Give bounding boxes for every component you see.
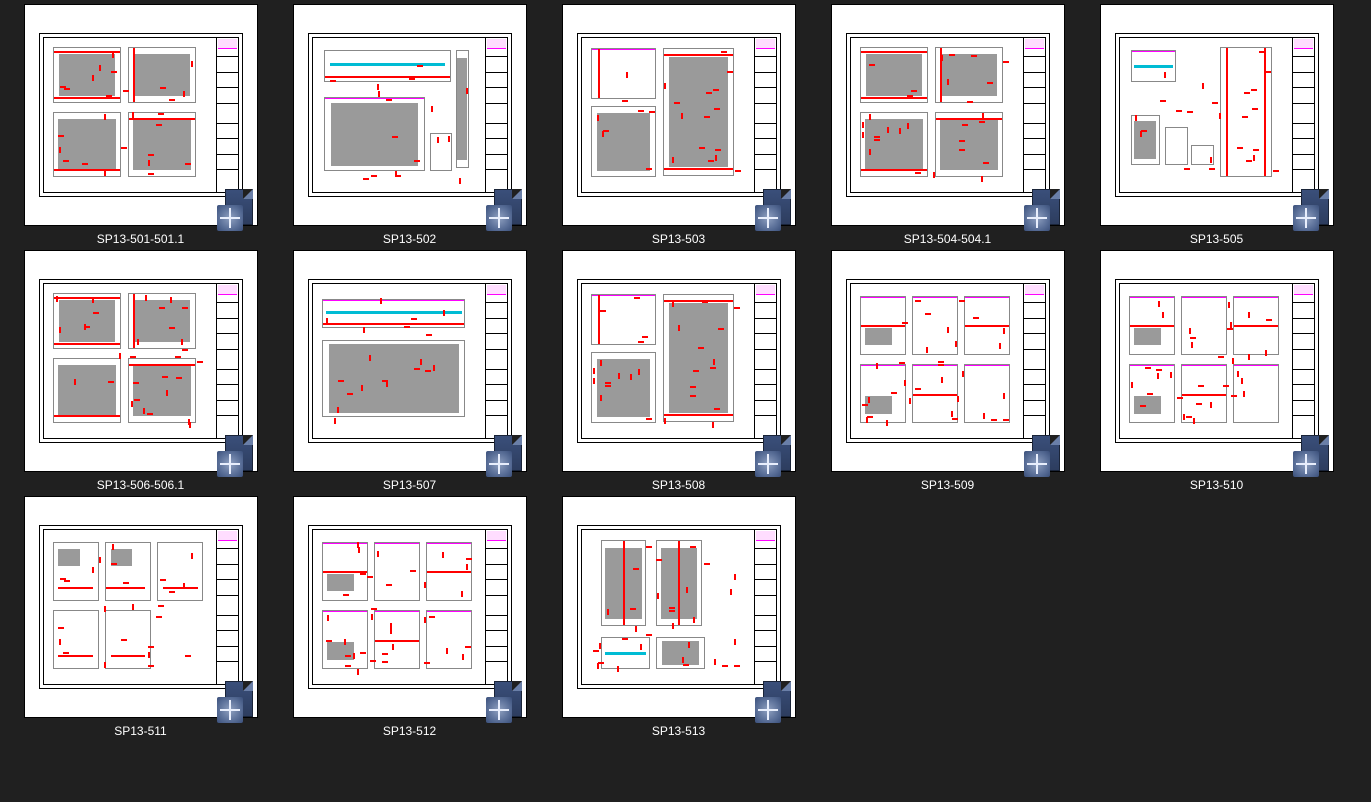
dwg-file-icon xyxy=(1026,433,1068,475)
dwg-file-icon xyxy=(1295,187,1337,229)
thumbnail-image[interactable] xyxy=(831,250,1065,472)
thumbnail-caption: SP13-501-501.1 xyxy=(8,232,273,246)
thumbnail-image[interactable] xyxy=(293,250,527,472)
thumbnail-caption: SP13-505 xyxy=(1084,232,1349,246)
thumbnail-item[interactable]: SP13-503 xyxy=(546,4,811,246)
thumbnail-item[interactable]: SP13-509 xyxy=(815,250,1080,492)
thumbnail-caption: SP13-511 xyxy=(8,724,273,738)
dwg-file-icon xyxy=(488,433,530,475)
thumbnail-caption: SP13-503 xyxy=(546,232,811,246)
thumbnail-caption: SP13-506-506.1 xyxy=(8,478,273,492)
dwg-file-icon xyxy=(1026,187,1068,229)
thumbnail-image[interactable] xyxy=(24,496,258,718)
thumbnail-caption: SP13-513 xyxy=(546,724,811,738)
dwg-file-icon xyxy=(488,679,530,721)
thumbnail-item[interactable]: SP13-502 xyxy=(277,4,542,246)
thumbnail-image[interactable] xyxy=(831,4,1065,226)
thumbnail-image[interactable] xyxy=(293,496,527,718)
thumbnail-image[interactable] xyxy=(1100,4,1334,226)
dwg-file-icon xyxy=(219,187,261,229)
thumbnail-item[interactable]: SP13-512 xyxy=(277,496,542,738)
dwg-file-icon xyxy=(757,433,799,475)
thumbnail-item[interactable]: SP13-513 xyxy=(546,496,811,738)
thumbnail-caption: SP13-502 xyxy=(277,232,542,246)
thumbnail-image[interactable] xyxy=(562,496,796,718)
thumbnail-caption: SP13-507 xyxy=(277,478,542,492)
thumbnail-item[interactable]: SP13-506-506.1 xyxy=(8,250,273,492)
thumbnail-caption: SP13-512 xyxy=(277,724,542,738)
thumbnail-item[interactable]: SP13-505 xyxy=(1084,4,1349,246)
thumbnail-item[interactable]: SP13-504-504.1 xyxy=(815,4,1080,246)
dwg-file-icon xyxy=(757,679,799,721)
dwg-file-icon xyxy=(219,433,261,475)
dwg-file-icon xyxy=(488,187,530,229)
thumbnail-item[interactable]: SP13-511 xyxy=(8,496,273,738)
thumbnail-caption: SP13-504-504.1 xyxy=(815,232,1080,246)
thumbnail-item[interactable]: SP13-508 xyxy=(546,250,811,492)
thumbnail-image[interactable] xyxy=(562,250,796,472)
thumbnail-image[interactable] xyxy=(1100,250,1334,472)
thumbnail-item[interactable]: SP13-510 xyxy=(1084,250,1349,492)
dwg-file-icon xyxy=(219,679,261,721)
thumbnail-image[interactable] xyxy=(562,4,796,226)
thumbnail-image[interactable] xyxy=(293,4,527,226)
thumbnail-caption: SP13-508 xyxy=(546,478,811,492)
dwg-file-icon xyxy=(757,187,799,229)
dwg-file-icon xyxy=(1295,433,1337,475)
thumbnail-image[interactable] xyxy=(24,4,258,226)
thumbnail-item[interactable]: SP13-507 xyxy=(277,250,542,492)
thumbnail-caption: SP13-509 xyxy=(815,478,1080,492)
thumbnail-caption: SP13-510 xyxy=(1084,478,1349,492)
thumbnail-grid: SP13-501-501.1 SP13-502 xyxy=(0,0,1371,742)
thumbnail-image[interactable] xyxy=(24,250,258,472)
thumbnail-item[interactable]: SP13-501-501.1 xyxy=(8,4,273,246)
